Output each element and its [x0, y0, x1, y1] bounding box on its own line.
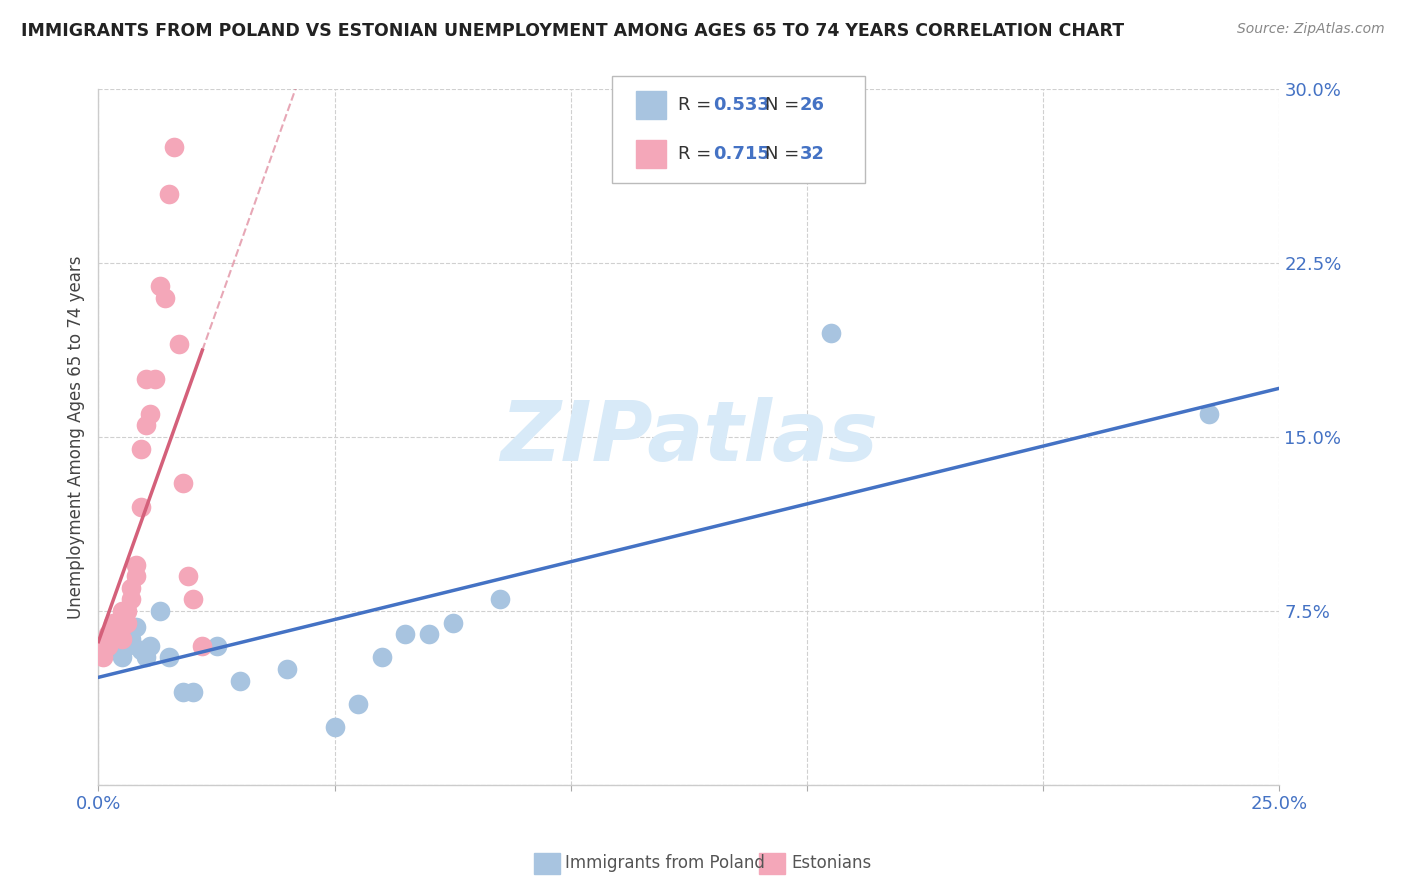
Point — [111, 650, 134, 665]
Point — [157, 650, 180, 665]
Point — [125, 620, 148, 634]
Text: 32: 32 — [800, 145, 825, 163]
Point — [115, 615, 138, 630]
Point — [129, 643, 152, 657]
Point — [129, 442, 152, 456]
Point — [121, 632, 143, 646]
Point — [97, 627, 120, 641]
Point — [149, 279, 172, 293]
Point — [181, 685, 204, 699]
Text: N =: N = — [765, 145, 804, 163]
Point — [97, 639, 120, 653]
Text: R =: R = — [678, 95, 717, 114]
Point — [205, 639, 228, 653]
Point — [347, 697, 370, 711]
Point — [139, 639, 162, 653]
Text: 0.715: 0.715 — [713, 145, 769, 163]
Point — [91, 650, 114, 665]
Point — [191, 639, 214, 653]
Text: Immigrants from Poland: Immigrants from Poland — [565, 855, 765, 872]
Point — [115, 604, 138, 618]
Point — [181, 592, 204, 607]
Point — [163, 140, 186, 154]
Point — [820, 326, 842, 340]
Text: IMMIGRANTS FROM POLAND VS ESTONIAN UNEMPLOYMENT AMONG AGES 65 TO 74 YEARS CORREL: IMMIGRANTS FROM POLAND VS ESTONIAN UNEMP… — [21, 22, 1125, 40]
Point — [105, 627, 128, 641]
Point — [135, 372, 157, 386]
Point — [135, 650, 157, 665]
Y-axis label: Unemployment Among Ages 65 to 74 years: Unemployment Among Ages 65 to 74 years — [66, 255, 84, 619]
Point — [143, 372, 166, 386]
Point — [91, 639, 114, 653]
Point — [441, 615, 464, 630]
Point — [111, 620, 134, 634]
Point — [111, 615, 134, 630]
Point — [418, 627, 440, 641]
Point — [125, 558, 148, 572]
Point — [111, 604, 134, 618]
Point — [97, 639, 120, 653]
Point — [139, 407, 162, 421]
Point — [101, 627, 124, 641]
Point — [229, 673, 252, 688]
Point — [172, 685, 194, 699]
Text: 26: 26 — [800, 95, 825, 114]
Point — [121, 592, 143, 607]
Point — [489, 592, 512, 607]
Point — [276, 662, 298, 676]
Point — [125, 569, 148, 583]
Point — [149, 604, 172, 618]
Point — [101, 615, 124, 630]
Point — [323, 720, 346, 734]
Point — [371, 650, 394, 665]
Point — [101, 627, 124, 641]
Text: Source: ZipAtlas.com: Source: ZipAtlas.com — [1237, 22, 1385, 37]
Point — [177, 569, 200, 583]
Text: Estonians: Estonians — [792, 855, 872, 872]
Point — [121, 581, 143, 595]
Point — [135, 418, 157, 433]
Point — [172, 476, 194, 491]
Text: ZIPatlas: ZIPatlas — [501, 397, 877, 477]
Point — [167, 337, 190, 351]
Text: 0.533: 0.533 — [713, 95, 769, 114]
Point — [111, 632, 134, 646]
Point — [1198, 407, 1220, 421]
Text: N =: N = — [765, 95, 804, 114]
Point — [153, 291, 176, 305]
Point — [394, 627, 416, 641]
Point — [115, 639, 138, 653]
Point — [105, 615, 128, 630]
Text: R =: R = — [678, 145, 717, 163]
Point — [157, 186, 180, 201]
Point — [129, 500, 152, 514]
Point — [105, 632, 128, 646]
